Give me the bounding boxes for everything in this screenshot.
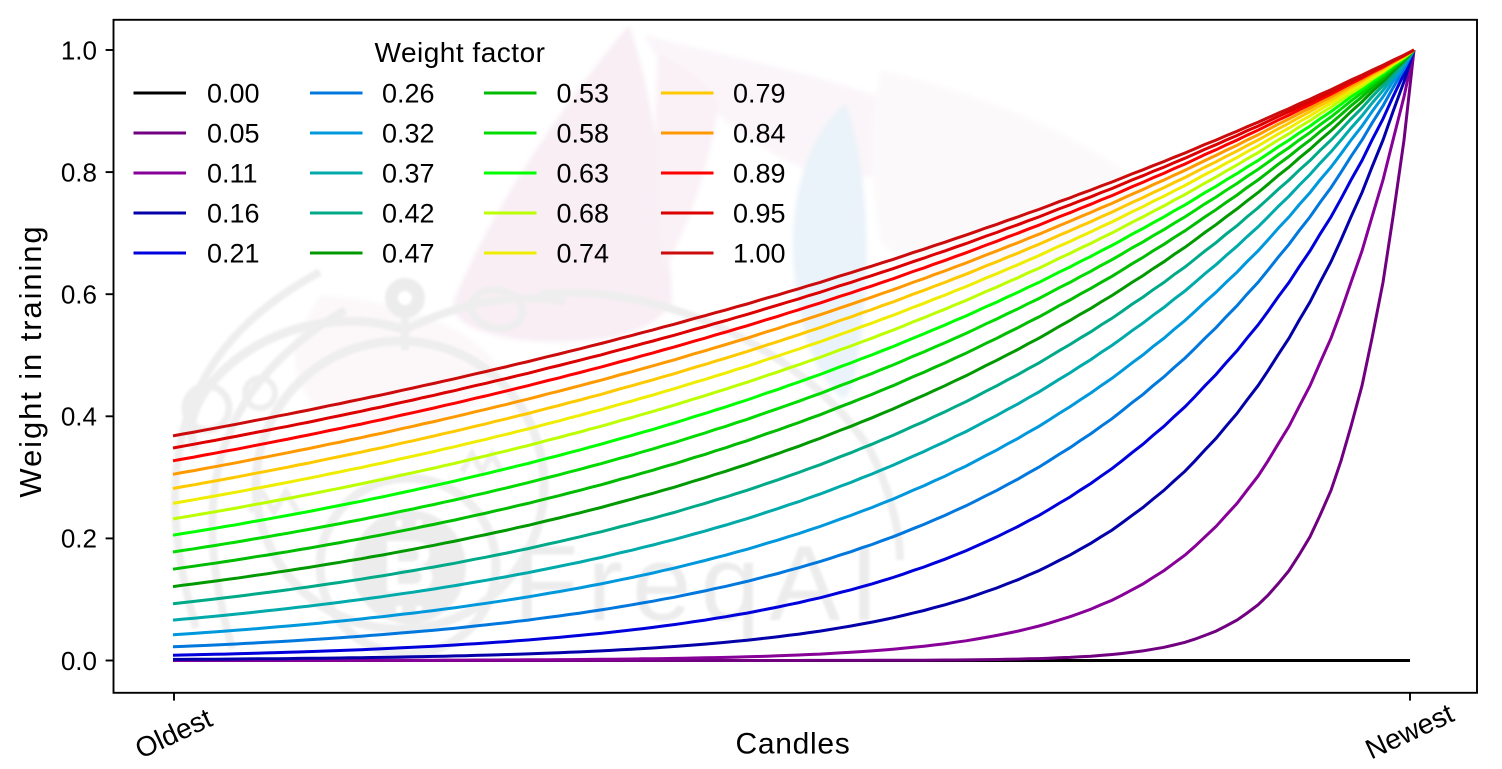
svg-text:0.47: 0.47 [382, 239, 435, 269]
svg-text:Weight in training: Weight in training [13, 224, 48, 497]
svg-text:0.8: 0.8 [61, 157, 97, 187]
svg-text:0.32: 0.32 [382, 119, 435, 149]
svg-text:0.53: 0.53 [557, 79, 610, 109]
svg-text:0.37: 0.37 [382, 159, 435, 189]
svg-text:0.42: 0.42 [382, 199, 435, 229]
svg-text:0.63: 0.63 [557, 159, 610, 189]
svg-text:0.84: 0.84 [733, 119, 786, 149]
svg-text:0.89: 0.89 [733, 159, 786, 189]
svg-text:0.0: 0.0 [61, 646, 97, 676]
svg-text:0.2: 0.2 [61, 524, 97, 554]
svg-text:1.00: 1.00 [733, 239, 786, 269]
svg-text:Candles: Candles [736, 728, 851, 761]
svg-text:FreqAI: FreqAI [513, 523, 888, 643]
svg-text:0.95: 0.95 [733, 199, 786, 229]
svg-text:1.0: 1.0 [61, 35, 97, 65]
svg-text:0.16: 0.16 [207, 199, 260, 229]
svg-text:0.4: 0.4 [61, 402, 97, 432]
svg-text:0.6: 0.6 [61, 280, 97, 310]
svg-text:0.74: 0.74 [557, 239, 610, 269]
svg-text:0.68: 0.68 [557, 199, 610, 229]
svg-text:0.79: 0.79 [733, 79, 786, 109]
svg-text:0.11: 0.11 [207, 159, 258, 189]
svg-text:0.58: 0.58 [557, 119, 610, 149]
svg-text:Weight factor: Weight factor [375, 37, 546, 68]
svg-text:0.26: 0.26 [382, 79, 435, 109]
svg-text:0.00: 0.00 [207, 79, 260, 109]
svg-text:0.05: 0.05 [207, 119, 260, 149]
svg-text:0.21: 0.21 [207, 239, 260, 269]
